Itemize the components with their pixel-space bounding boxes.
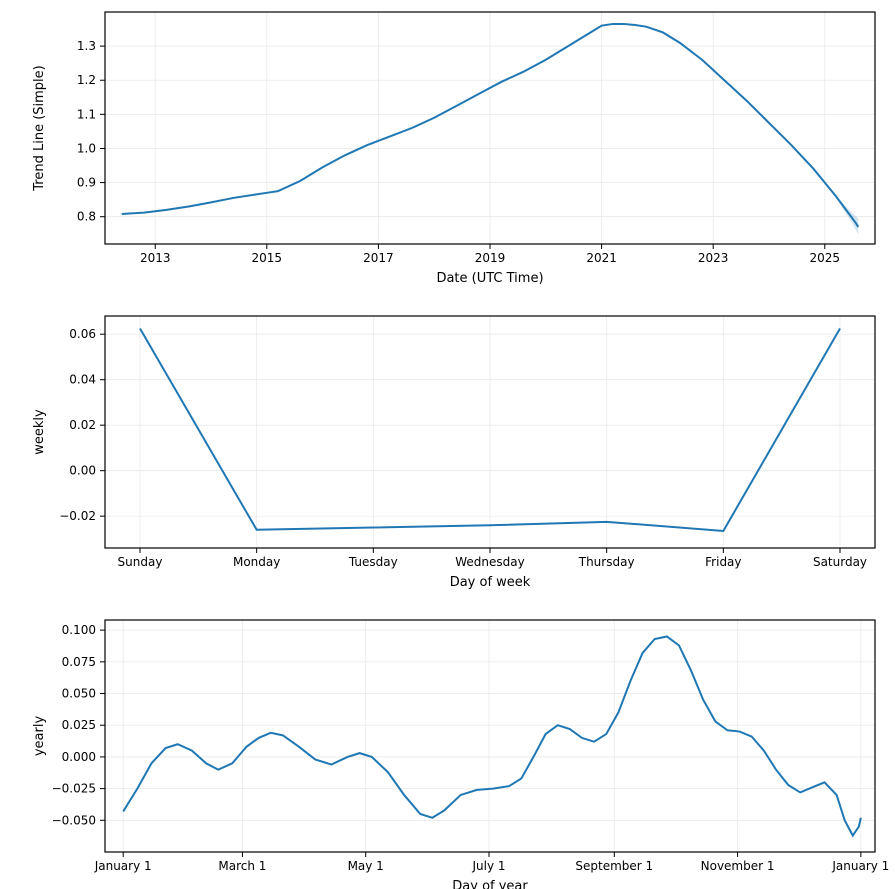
ytick-label: −0.050 [52, 813, 96, 827]
xtick-label: November 1 [701, 859, 775, 873]
xtick-label: Thursday [578, 555, 635, 569]
ytick-label: 0.02 [69, 418, 96, 432]
xtick-label: May 1 [348, 859, 384, 873]
ytick-label: 0.06 [69, 327, 96, 341]
xtick-label: September 1 [575, 859, 653, 873]
ylabel: yearly [32, 716, 47, 757]
figure: 2013 2015 2017 2019 2021 2023 2025 0.8 0.9 1.0 1.1… [0, 0, 895, 889]
ytick-label: 0.025 [62, 718, 96, 732]
ytick-label: 0.000 [62, 750, 96, 764]
ytick-label: 0.075 [62, 655, 96, 669]
ytick-label: 0.8 [77, 210, 96, 224]
xtick-label: 2023 [698, 251, 729, 265]
ytick-label: 1.1 [77, 107, 96, 121]
ylabel: Trend Line (Simple) [32, 65, 47, 191]
ytick-label: 0.050 [62, 687, 96, 701]
xlabel: Day of week [450, 575, 531, 590]
xtick-label: 2017 [363, 251, 394, 265]
ytick-label: 0.04 [69, 373, 96, 387]
xtick-label: Monday [233, 555, 280, 569]
ytick-label: 0.9 [77, 176, 96, 190]
xlabel: Date (UTC Time) [436, 271, 543, 286]
xtick-label: Tuesday [348, 555, 398, 569]
xtick-label: January 1 [94, 859, 152, 873]
xtick-label: Friday [705, 555, 741, 569]
ytick-label: −0.025 [52, 782, 96, 796]
xtick-label: 2021 [586, 251, 617, 265]
xtick-label: 2025 [810, 251, 841, 265]
ytick-label: 1.3 [77, 39, 96, 53]
ytick-label: −0.02 [59, 509, 96, 523]
xtick-label: March 1 [218, 859, 266, 873]
ylabel: weekly [32, 409, 47, 455]
ytick-label: 0.00 [69, 464, 96, 478]
xlabel: Day of year [452, 879, 528, 889]
xtick-label: Sunday [118, 555, 163, 569]
xtick-label: 2013 [140, 251, 171, 265]
figure-bg [0, 0, 895, 889]
xtick-label: 2015 [252, 251, 283, 265]
ytick-label: 1.0 [77, 141, 96, 155]
xtick-label: Saturday [813, 555, 867, 569]
xtick-label: July 1 [471, 859, 505, 873]
ytick-label: 0.100 [62, 623, 96, 637]
xtick-label: January 1 [831, 859, 889, 873]
xtick-label: Wednesday [455, 555, 524, 569]
xtick-label: 2019 [475, 251, 506, 265]
figure-svg: 2013 2015 2017 2019 2021 2023 2025 0.8 0.9 1.0 1.1… [0, 0, 895, 889]
ytick-label: 1.2 [77, 73, 96, 87]
